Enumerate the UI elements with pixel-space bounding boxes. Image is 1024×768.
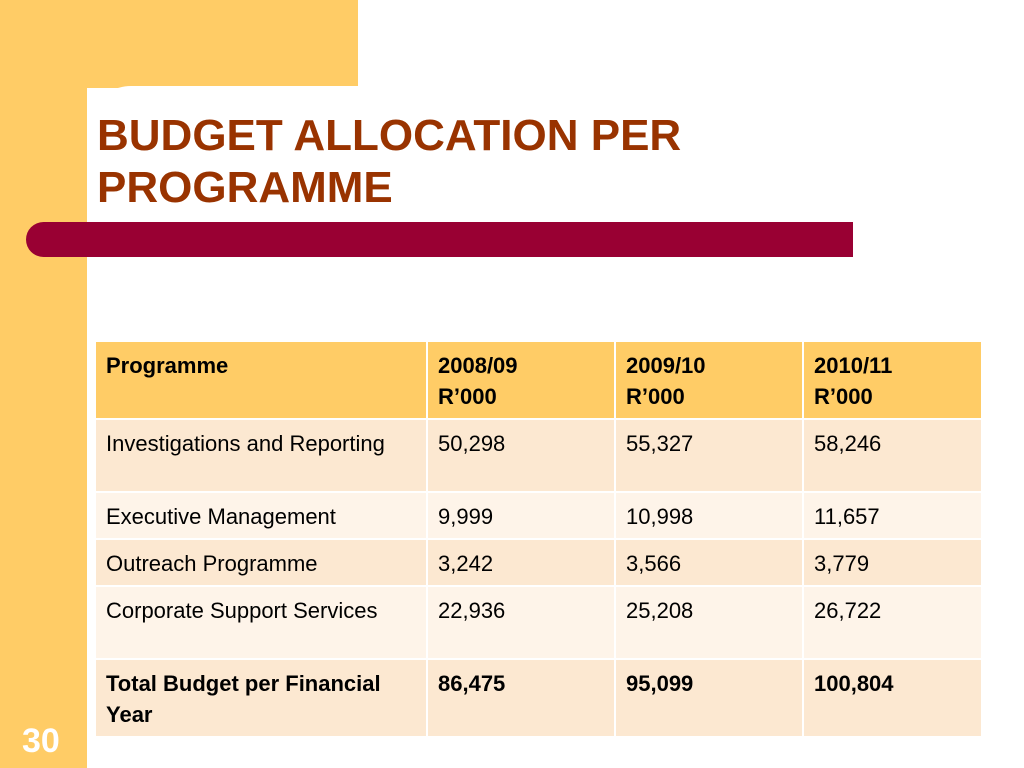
cell-2008-09: 9,999 <box>426 491 616 540</box>
slide-title-line-1: BUDGET ALLOCATION PER <box>97 111 682 160</box>
cell-2010-11: 3,779 <box>802 538 983 587</box>
cell-2009-10: 55,327 <box>614 418 804 493</box>
cell-2008-09: 86,475 <box>426 658 616 738</box>
cell-programme: Executive Management <box>94 491 428 540</box>
slide-title: BUDGET ALLOCATION PER PROGRAMME <box>97 110 897 214</box>
cell-programme: Total Budget per Financial Year <box>94 658 428 738</box>
header-year-label: 2009/10 <box>626 353 706 378</box>
table-row: Investigations and Reporting 50,298 55,3… <box>94 418 983 493</box>
cell-2009-10: 3,566 <box>614 538 804 587</box>
header-unit-label: R’000 <box>626 384 685 409</box>
cell-2010-11: 100,804 <box>802 658 983 738</box>
table-row: Outreach Programme 3,242 3,566 3,779 <box>94 538 983 587</box>
left-accent-band <box>0 0 87 768</box>
header-unit-label: R’000 <box>814 384 873 409</box>
top-accent-band <box>0 0 358 88</box>
title-underline-bar <box>26 222 853 257</box>
cell-2010-11: 26,722 <box>802 585 983 660</box>
header-2010-11: 2010/11 R’000 <box>802 340 983 420</box>
slide-page-number: 30 <box>22 722 60 760</box>
cell-2008-09: 22,936 <box>426 585 616 660</box>
cell-2009-10: 95,099 <box>614 658 804 738</box>
cell-programme: Corporate Support Services <box>94 585 428 660</box>
cell-2010-11: 11,657 <box>802 491 983 540</box>
header-unit-label: R’000 <box>438 384 497 409</box>
cell-2009-10: 25,208 <box>614 585 804 660</box>
cell-2010-11: 58,246 <box>802 418 983 493</box>
table-row: Corporate Support Services 22,936 25,208… <box>94 585 983 660</box>
table-total-row: Total Budget per Financial Year 86,475 9… <box>94 658 983 738</box>
cell-programme: Outreach Programme <box>94 538 428 587</box>
table-header-row: Programme 2008/09 R’000 2009/10 R’000 20… <box>94 340 983 420</box>
header-programme-label: Programme <box>106 353 229 378</box>
header-programme: Programme <box>94 340 428 420</box>
table-row: Executive Management 9,999 10,998 11,657 <box>94 491 983 540</box>
header-2008-09: 2008/09 R’000 <box>426 340 616 420</box>
header-year-label: 2010/11 <box>814 353 893 378</box>
header-2009-10: 2009/10 R’000 <box>614 340 804 420</box>
cell-2009-10: 10,998 <box>614 491 804 540</box>
header-year-label: 2008/09 <box>438 353 518 378</box>
cell-programme: Investigations and Reporting <box>94 418 428 493</box>
cell-2008-09: 50,298 <box>426 418 616 493</box>
cell-2008-09: 3,242 <box>426 538 616 587</box>
slide-title-line-2: PROGRAMME <box>97 163 393 212</box>
budget-table: Programme 2008/09 R’000 2009/10 R’000 20… <box>94 340 983 738</box>
